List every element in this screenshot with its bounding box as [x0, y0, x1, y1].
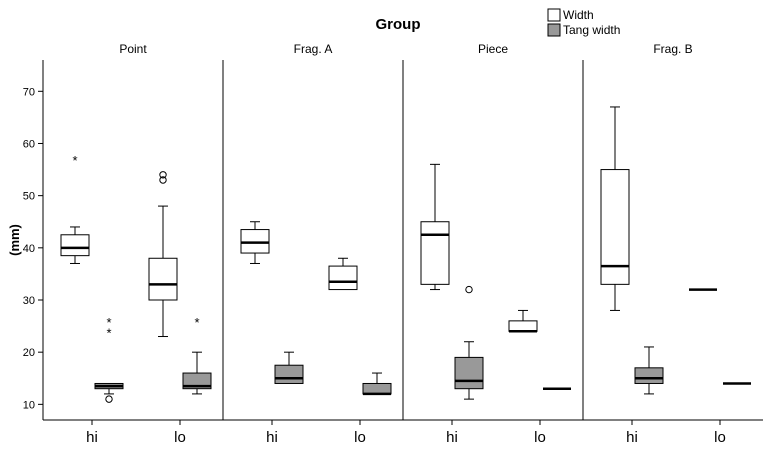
- box: [634, 367, 664, 384]
- outlier-point: [105, 395, 113, 403]
- panel-title: Piece: [478, 42, 508, 56]
- x-tick-labels: hi lo hi lo hi lo hi lo: [86, 420, 726, 446]
- panel-title: Point: [119, 42, 147, 56]
- x-tick-label: lo: [354, 429, 366, 446]
- box: [362, 382, 392, 395]
- outlier-point: [159, 176, 167, 184]
- box: [60, 234, 90, 257]
- box: [508, 320, 538, 332]
- chart-title: Group: [376, 16, 421, 33]
- y-tick-label: 10: [23, 399, 35, 411]
- x-tick-label: hi: [446, 429, 458, 446]
- box-group: [454, 285, 484, 400]
- x-tick-label: hi: [266, 429, 278, 446]
- box-group: *: [60, 153, 90, 264]
- y-tick-label: 40: [23, 243, 35, 255]
- box-group: [274, 351, 304, 384]
- box-group: [508, 309, 538, 333]
- box: [328, 265, 358, 291]
- box: [454, 356, 484, 390]
- box-group: [362, 372, 392, 396]
- box-group: [600, 106, 630, 311]
- box: [182, 372, 212, 390]
- panel-title: Frag. B: [653, 42, 692, 56]
- boxes: *** *: [60, 106, 751, 403]
- box: [148, 257, 178, 301]
- box-group: [420, 163, 450, 291]
- y-ticks: 10 20 30 40 50 60 70: [23, 86, 43, 411]
- box-group: *: [182, 315, 212, 395]
- x-tick-label: lo: [174, 429, 186, 446]
- box: [240, 229, 270, 254]
- x-tick-label: lo: [714, 429, 726, 446]
- outlier-point: [159, 171, 167, 179]
- extreme-point: *: [106, 325, 111, 340]
- x-tick-label: hi: [86, 429, 98, 446]
- outlier-point: [465, 285, 473, 294]
- axes: [42, 60, 763, 421]
- box-group: **: [94, 315, 124, 403]
- box: [420, 221, 450, 285]
- extreme-point: *: [194, 315, 199, 330]
- y-axis-label: (mm): [7, 224, 22, 256]
- extreme-point: *: [106, 315, 111, 330]
- y-tick-label: 50: [23, 191, 35, 203]
- legend: Width Tang width: [547, 8, 620, 37]
- legend-label-width: Width: [563, 8, 594, 22]
- y-tick-label: 70: [23, 86, 35, 98]
- legend-swatch-width: [547, 8, 561, 22]
- x-tick-label: lo: [534, 429, 546, 446]
- box: [274, 364, 304, 384]
- y-tick-label: 30: [23, 295, 35, 307]
- y-tick-label: 20: [23, 347, 35, 359]
- box-group: [240, 221, 270, 264]
- panel-title: Frag. A: [294, 42, 333, 56]
- panel-titles: Point Frag. A Piece Frag. B: [119, 42, 692, 56]
- y-tick-label: 60: [23, 138, 35, 150]
- legend-label-tang-width: Tang width: [563, 23, 620, 37]
- box-group: [328, 257, 358, 291]
- box-group: [148, 171, 178, 338]
- extreme-point: *: [72, 153, 77, 168]
- x-tick-label: hi: [626, 429, 638, 446]
- legend-swatch-tang-width: [547, 23, 561, 37]
- box-group: [634, 346, 664, 395]
